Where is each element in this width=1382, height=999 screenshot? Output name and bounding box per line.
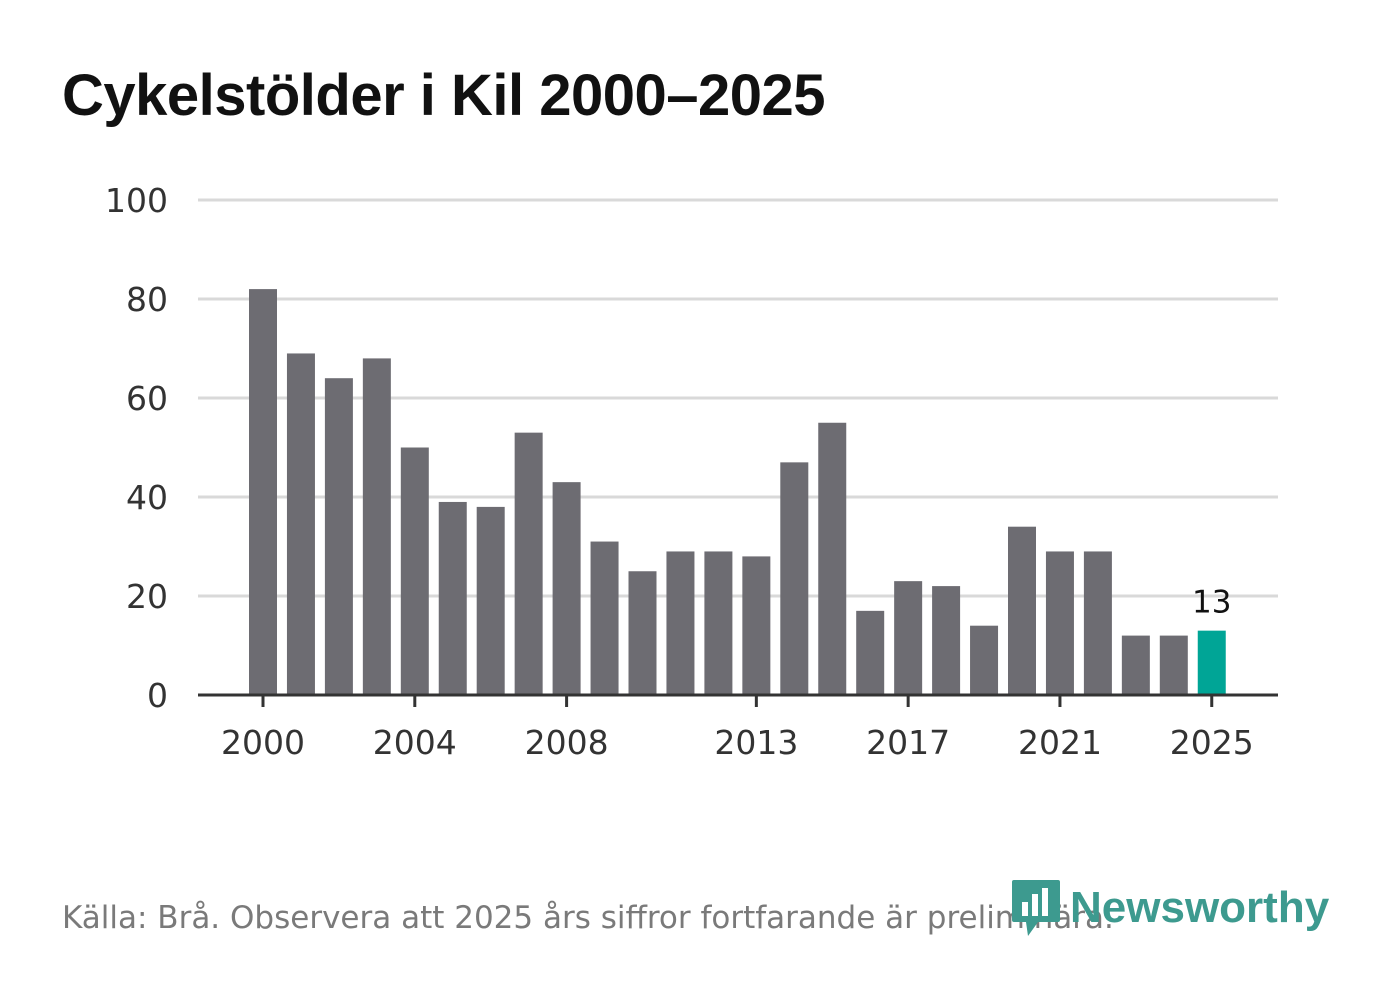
data-label-2025: 13	[1192, 585, 1231, 621]
x-tick-label: 2008	[525, 723, 609, 762]
x-tick-label: 2013	[714, 723, 798, 762]
bar-2000	[249, 289, 277, 695]
bar-2009	[590, 541, 619, 695]
y-tick-label: 20	[126, 577, 168, 616]
chart-title: Cykelstölder i Kil 2000–2025	[62, 63, 826, 128]
bar-2010	[628, 571, 657, 695]
bar-2006	[476, 506, 505, 695]
x-tick-label: 2025	[1170, 723, 1254, 762]
bar-2021	[1045, 551, 1074, 695]
bar-2016	[856, 610, 885, 695]
bar-2012	[704, 551, 733, 695]
source-note: Källa: Brå. Observera att 2025 års siffr…	[62, 900, 1114, 936]
bar-2023	[1121, 635, 1150, 695]
bar-2022	[1083, 551, 1112, 695]
y-tick-label: 100	[105, 181, 168, 220]
brand-logo: Newsworthy	[1010, 878, 1329, 938]
bar-chart: 0 20 40 60 80 100 2000 2004 2008 2013 2017 2021 202…	[105, 181, 1278, 762]
bar-2002	[324, 378, 353, 695]
x-tick-label: 2000	[221, 723, 305, 762]
y-tick-label: 60	[126, 379, 168, 418]
bar-2019	[970, 625, 999, 695]
brand-name: Newsworthy	[1070, 883, 1330, 932]
bar-2017	[894, 581, 923, 695]
bar-2007	[514, 432, 543, 695]
y-tick-label: 40	[126, 478, 168, 517]
y-tick-label: 0	[147, 676, 168, 715]
newsworthy-logo-icon	[1012, 880, 1060, 936]
bar-2014	[780, 462, 809, 695]
x-tick-label: 2004	[373, 723, 457, 762]
bar-2013	[742, 556, 771, 695]
bar-2008	[552, 482, 581, 695]
x-axis: 2000 2004 2008 2013 2017 2021 2025	[198, 693, 1278, 762]
bar-2024	[1159, 635, 1188, 695]
bar-2004	[400, 447, 429, 695]
x-tick-label: 2017	[866, 723, 950, 762]
bar-2011	[666, 551, 695, 695]
y-tick-label: 80	[126, 280, 168, 319]
bar-2003	[362, 358, 391, 695]
bar-2020	[1008, 526, 1036, 695]
x-tick-label: 2021	[1018, 723, 1102, 762]
gridlines	[198, 198, 1278, 598]
bars	[249, 289, 1226, 695]
bar-2015	[818, 422, 847, 695]
y-axis: 0 20 40 60 80 100	[105, 181, 168, 715]
bar-2025	[1197, 630, 1226, 695]
bar-2018	[932, 586, 961, 695]
bar-2001	[286, 353, 315, 695]
data-labels: 13	[1192, 585, 1231, 621]
bar-2005	[438, 501, 467, 695]
